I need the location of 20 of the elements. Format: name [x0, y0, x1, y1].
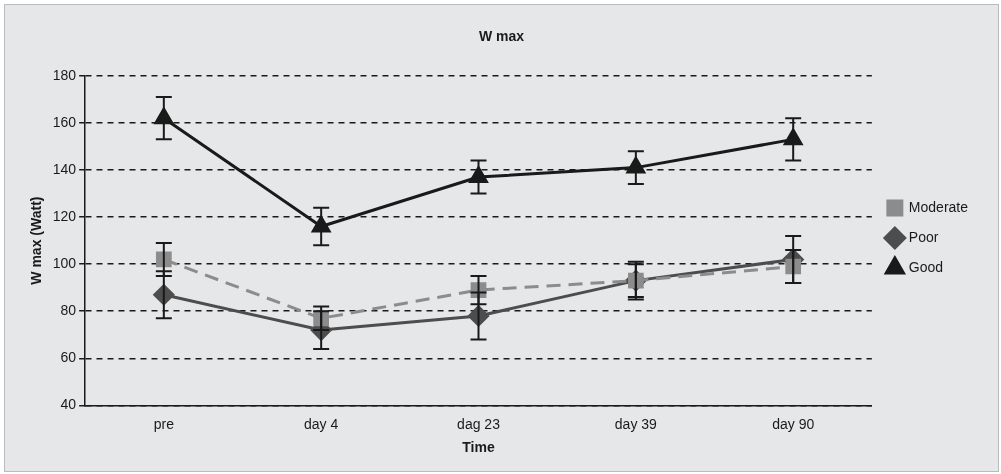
y-tick-label: 120: [52, 207, 77, 224]
y-tick-label: 100: [52, 255, 77, 271]
y-tick-label: 160: [52, 113, 77, 130]
y-tick-label: 140: [52, 160, 77, 177]
x-tick-label: day 39: [614, 415, 658, 432]
x-tick-label: day 90: [772, 415, 815, 432]
y-axis-title: W max (Watt): [28, 196, 45, 285]
x-axis-title: Time: [462, 439, 495, 456]
y-tick-label: 40: [60, 396, 77, 413]
x-tick-label: dag 23: [457, 415, 501, 432]
point: [626, 157, 646, 174]
x-tick-label: pre: [153, 415, 175, 432]
legend-label: Poor: [908, 228, 939, 245]
y-tick-label: 180: [52, 66, 77, 83]
y-tick-label: 80: [60, 302, 77, 319]
chart-title: W max: [478, 28, 525, 45]
y-tick-label: 60: [60, 349, 77, 366]
legend-label: Good: [908, 258, 944, 275]
x-tick-label: day 4: [304, 415, 339, 432]
legend-label: Moderate: [908, 198, 969, 215]
